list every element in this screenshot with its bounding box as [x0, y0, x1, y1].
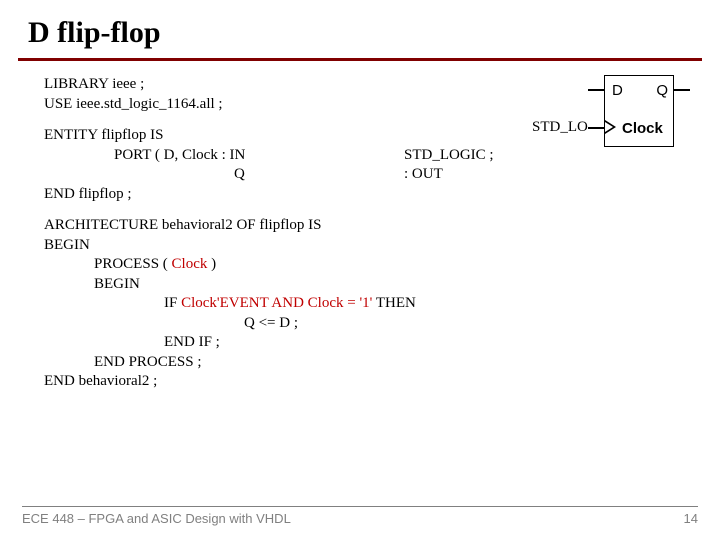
code-line: Q : OUT	[44, 165, 720, 185]
title-rule	[18, 58, 702, 61]
code-line: END flipflop ;	[44, 185, 720, 205]
if-kw: IF	[164, 295, 181, 311]
overlap-text: STD_LO	[532, 118, 588, 138]
if-cond: Clock'EVENT AND Clock = '1'	[181, 295, 376, 311]
process-close: )	[207, 256, 216, 272]
code-line: Q <= D ;	[44, 314, 720, 334]
port-q: Q	[234, 165, 404, 185]
code-line: END IF ;	[44, 333, 720, 353]
if-then: THEN	[376, 295, 416, 311]
content-area: STD_LO D Q Clock LIBRARY ieee ; USE ieee…	[0, 75, 720, 392]
process-kw: PROCESS (	[94, 256, 172, 272]
page-number: 14	[684, 511, 698, 526]
q-wire	[674, 89, 690, 91]
page-title: D flip-flop	[0, 0, 720, 58]
clock-label: Clock	[622, 119, 663, 139]
code-line: END behavioral2 ;	[44, 372, 720, 392]
code-line: BEGIN	[44, 275, 720, 295]
code-line: END PROCESS ;	[44, 353, 720, 373]
port-type: STD_LOGIC ;	[404, 146, 494, 166]
d-label: D	[612, 81, 623, 101]
code-line: IF Clock'EVENT AND Clock = '1' THEN	[44, 294, 720, 314]
port-decl: PORT ( D, Clock : IN	[114, 146, 404, 166]
code-line: BEGIN	[44, 236, 720, 256]
code-line: ARCHITECTURE behavioral2 OF flipflop IS	[44, 216, 720, 236]
clock-triangle-fill	[605, 122, 613, 132]
process-sens: Clock	[172, 256, 208, 272]
clock-wire	[588, 127, 604, 129]
architecture-block: ARCHITECTURE behavioral2 OF flipflop IS …	[44, 216, 720, 392]
footer: ECE 448 – FPGA and ASIC Design with VHDL…	[22, 506, 698, 526]
q-label: Q	[656, 81, 668, 101]
flipflop-diagram: STD_LO D Q Clock	[562, 75, 692, 157]
footer-text: ECE 448 – FPGA and ASIC Design with VHDL	[22, 511, 291, 526]
code-line: PROCESS ( Clock )	[44, 255, 720, 275]
d-wire	[588, 89, 604, 91]
port-dir: : OUT	[404, 165, 443, 185]
